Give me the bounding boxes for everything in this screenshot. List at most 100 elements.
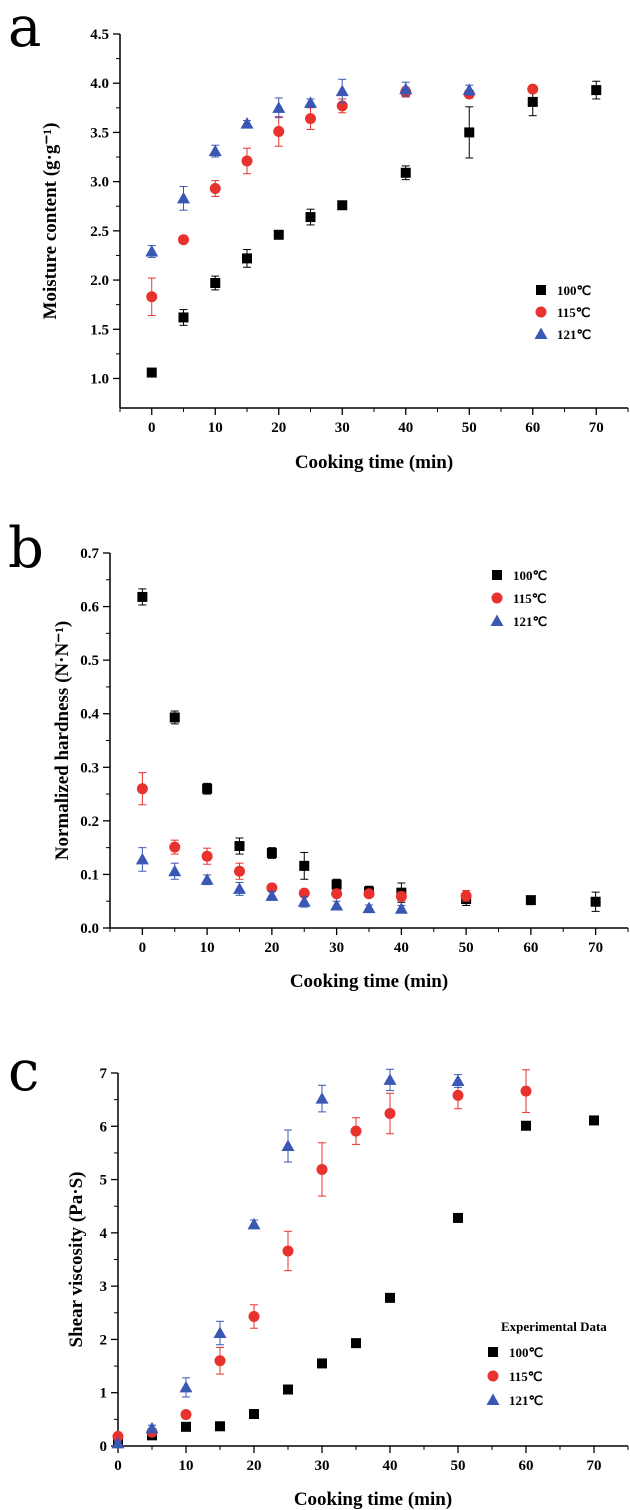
data-point [180,1409,192,1421]
legend-label: 115℃ [557,305,590,320]
panel-label-a: a [8,0,41,60]
legend-label: 121℃ [513,614,547,629]
data-point [241,155,253,167]
data-point [146,291,158,303]
data-point [266,848,277,858]
series-triangle [111,1068,465,1449]
y-tick-label: 0.0 [80,921,99,937]
data-point [394,902,408,914]
x-axis-title: Cooking time (min) [294,1489,452,1510]
data-point [399,82,413,95]
data-point [215,1421,225,1432]
data-point [462,83,476,96]
data-point [591,85,602,96]
panel-label-c: c [8,1039,39,1104]
legend-marker [491,592,503,604]
y-tick-label: 2 [100,1332,108,1348]
data-point [273,125,285,137]
data-point [304,96,317,108]
legend: 100℃ 115℃ 121℃ [490,568,547,629]
data-point [460,890,472,902]
x-tick-label: 0 [114,1458,122,1474]
data-point [202,783,213,794]
data-point [520,1085,532,1097]
y-tick-label: 1.5 [90,322,109,338]
data-point [305,212,316,223]
data-point [168,864,182,877]
y-tick-label: 4.5 [90,27,109,43]
legend-marker [487,1370,499,1382]
x-tick-label: 70 [589,420,604,436]
data-point [281,1139,295,1152]
y-tick-label: 0.4 [80,707,99,723]
legend-marker [490,614,504,626]
data-point [248,1311,260,1323]
y-tick-label: 4 [100,1226,108,1242]
data-point [297,895,311,907]
y-tick-label: 0.1 [80,867,99,883]
x-axis-title: Cooking time (min) [290,971,448,992]
legend-label: 100℃ [557,283,591,298]
panel-label-b: b [8,516,44,581]
legend-label: 115℃ [513,591,546,606]
series-circle [112,1069,532,1442]
chart-panel-c: 0 10 20 30 40 50 60 70 0 1 2 3 4 5 6 7 Cooking time (min… [66,1066,629,1510]
x-tick-label: 60 [519,1458,534,1474]
x-tick-label: 60 [525,420,540,436]
x-tick-label: 70 [587,1458,602,1474]
data-point [305,113,316,125]
x-tick-label: 20 [271,420,286,436]
data-point [178,312,189,323]
x-tick-label: 40 [394,940,409,956]
data-point [234,841,245,852]
y-tick-label: 3.5 [90,125,109,141]
data-point [247,1217,261,1230]
legend-label: 100℃ [513,568,547,583]
data-point [265,889,279,901]
data-point [178,234,189,246]
data-point [335,84,349,97]
y-axis-title: Moisture content (g·g⁻¹) [40,123,61,320]
x-tick-label: 50 [462,420,477,436]
series-triangle [145,78,476,258]
data-point [242,253,252,264]
data-point [452,1089,464,1101]
data-point [384,1107,396,1119]
legend-title: Experimental Data [501,1319,607,1334]
y-tick-label: 3 [100,1279,108,1295]
legend: 100℃ 115℃ 121℃ [534,283,591,342]
data-point [249,1409,259,1420]
y-tick-label: 1 [100,1386,108,1402]
data-point [234,865,245,877]
data-point [208,144,222,157]
data-point [395,890,407,902]
y-tick-label: 0 [100,1439,108,1455]
data-point [201,850,213,862]
y-tick-label: 0.2 [80,814,99,830]
data-point [316,1163,328,1175]
y-axis-title: Normalized hardness (N·N⁻¹) [52,621,73,861]
data-point [233,882,246,894]
data-point [590,896,601,907]
y-tick-label: 0.3 [80,760,99,776]
x-tick-label: 30 [329,940,344,956]
y-tick-label: 0.7 [80,546,99,562]
data-point [317,1358,327,1369]
data-point [146,367,157,378]
data-point [464,127,475,138]
data-point [527,83,539,95]
x-tick-label: 40 [383,1458,398,1474]
data-point [213,1326,227,1339]
x-tick-label: 20 [247,1458,262,1474]
data-point [112,1430,124,1442]
data-point [181,1421,191,1432]
data-point [283,1384,293,1395]
x-tick-label: 10 [200,940,215,956]
data-point [331,888,343,900]
data-point [315,1092,329,1104]
data-point [135,852,149,865]
legend-marker [535,306,547,318]
data-point [350,1125,362,1137]
